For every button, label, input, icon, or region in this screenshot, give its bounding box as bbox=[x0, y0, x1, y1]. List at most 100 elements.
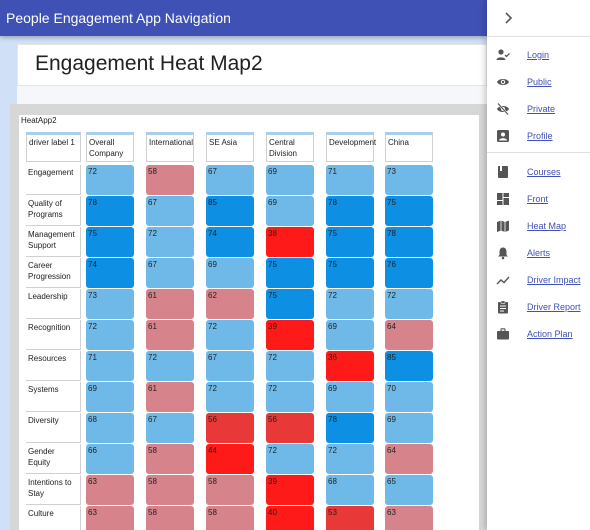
heatmap-cell[interactable]: 68 bbox=[326, 475, 374, 505]
heatmap-cell[interactable]: 72 bbox=[206, 320, 254, 350]
heatmap-cell[interactable]: 71 bbox=[326, 165, 374, 195]
heatmap-cell[interactable]: 72 bbox=[86, 165, 134, 195]
nav-item-login[interactable]: Login bbox=[487, 44, 590, 66]
heatmap-cell[interactable]: 78 bbox=[326, 413, 374, 443]
heatmap-cell[interactable]: 75 bbox=[326, 258, 374, 288]
heatmap-cell[interactable]: 72 bbox=[385, 289, 433, 319]
heatmap-cell[interactable]: 72 bbox=[326, 444, 374, 474]
chevron-right-icon[interactable] bbox=[501, 10, 515, 26]
heatmap-cell[interactable]: 36 bbox=[326, 351, 374, 381]
nav-item-label[interactable]: Alerts bbox=[527, 248, 551, 258]
heatmap-cell[interactable]: 62 bbox=[206, 289, 254, 319]
heatmap-cell[interactable]: 66 bbox=[86, 444, 134, 474]
heatmap-cell[interactable]: 72 bbox=[326, 289, 374, 319]
briefcase-icon bbox=[496, 327, 510, 341]
heatmap-cell[interactable]: 69 bbox=[385, 413, 433, 443]
heatmap-cell[interactable]: 56 bbox=[206, 413, 254, 443]
heatmap-cell[interactable]: 38 bbox=[266, 227, 314, 257]
nav-item-label[interactable]: Driver Impact bbox=[527, 275, 581, 285]
heatmap-cell[interactable]: 63 bbox=[385, 506, 433, 530]
nav-item-public[interactable]: Public bbox=[487, 71, 590, 93]
heatmap-cell[interactable]: 72 bbox=[206, 382, 254, 412]
heatmap-cell[interactable]: 78 bbox=[385, 227, 433, 257]
heatmap-cell[interactable]: 69 bbox=[326, 320, 374, 350]
heatmap-cell[interactable]: 85 bbox=[385, 351, 433, 381]
heatmap-cell[interactable]: 61 bbox=[146, 320, 194, 350]
heatmap-cell[interactable]: 72 bbox=[146, 227, 194, 257]
heatmap-cell[interactable]: 63 bbox=[86, 475, 134, 505]
nav-item-label[interactable]: Driver Report bbox=[527, 302, 581, 312]
nav-item-profile[interactable]: Profile bbox=[487, 125, 590, 147]
heatmap-cell[interactable]: 71 bbox=[86, 351, 134, 381]
heatmap-cell[interactable]: 67 bbox=[146, 258, 194, 288]
nav-item-label[interactable]: Public bbox=[527, 77, 552, 87]
heatmap-cell[interactable]: 67 bbox=[146, 413, 194, 443]
heatmap-cell[interactable]: 58 bbox=[146, 165, 194, 195]
heatmap-cell[interactable]: 75 bbox=[266, 258, 314, 288]
heatmap-cell[interactable]: 85 bbox=[206, 196, 254, 226]
heatmap-cell[interactable]: 75 bbox=[326, 227, 374, 257]
nav-item-front[interactable]: Front bbox=[487, 188, 590, 210]
heatmap-cell[interactable]: 72 bbox=[266, 444, 314, 474]
nav-item-label[interactable]: Courses bbox=[527, 167, 561, 177]
nav-item-courses[interactable]: Courses bbox=[487, 161, 590, 183]
heatmap-cell[interactable]: 61 bbox=[146, 382, 194, 412]
heatmap-cell[interactable]: 76 bbox=[385, 258, 433, 288]
heatmap-cell[interactable]: 58 bbox=[146, 444, 194, 474]
heatmap-cell[interactable]: 73 bbox=[385, 165, 433, 195]
heatmap-cell[interactable]: 72 bbox=[86, 320, 134, 350]
heatmap-cell[interactable]: 58 bbox=[206, 475, 254, 505]
nav-item-driver-report[interactable]: Driver Report bbox=[487, 296, 590, 318]
heatmap-cell[interactable]: 70 bbox=[385, 382, 433, 412]
heatmap-cell[interactable]: 75 bbox=[385, 196, 433, 226]
row-label: Quality of Programs bbox=[26, 196, 81, 226]
nav-item-alerts[interactable]: Alerts bbox=[487, 242, 590, 264]
heatmap-cell[interactable]: 78 bbox=[326, 196, 374, 226]
heatmap-cell[interactable]: 67 bbox=[146, 196, 194, 226]
nav-item-action-plan[interactable]: Action Plan bbox=[487, 323, 590, 345]
nav-item-driver-impact[interactable]: Driver Impact bbox=[487, 269, 590, 291]
heatmap-cell[interactable]: 69 bbox=[206, 258, 254, 288]
heatmap-cell[interactable]: 68 bbox=[86, 413, 134, 443]
heatmap-cell[interactable]: 72 bbox=[266, 351, 314, 381]
heatmap-cell[interactable]: 64 bbox=[385, 320, 433, 350]
heatmap-cell[interactable]: 69 bbox=[266, 196, 314, 226]
nav-item-label[interactable]: Front bbox=[527, 194, 549, 204]
eye-off-icon bbox=[496, 102, 510, 116]
heatmap-cell[interactable]: 56 bbox=[266, 413, 314, 443]
nav-item-heat-map[interactable]: Heat Map bbox=[487, 215, 590, 237]
heatmap-cell[interactable]: 72 bbox=[146, 351, 194, 381]
heatmap-cell[interactable]: 64 bbox=[385, 444, 433, 474]
header-corner-label: driver label 1 bbox=[26, 132, 81, 162]
nav-item-label[interactable]: Profile bbox=[527, 131, 553, 141]
heatmap-cell[interactable]: 75 bbox=[266, 289, 314, 319]
heatmap-cell[interactable]: 39 bbox=[266, 475, 314, 505]
nav-item-label[interactable]: Private bbox=[527, 104, 556, 114]
heatmap-cell[interactable]: 74 bbox=[86, 258, 134, 288]
heatmap-cell[interactable]: 61 bbox=[146, 289, 194, 319]
heatmap-cell[interactable]: 69 bbox=[326, 382, 374, 412]
heatmap-cell[interactable]: 69 bbox=[266, 165, 314, 195]
nav-item-label[interactable]: Heat Map bbox=[527, 221, 567, 231]
heatmap-cell[interactable]: 58 bbox=[206, 506, 254, 530]
heatmap-cell[interactable]: 67 bbox=[206, 351, 254, 381]
heatmap-cell[interactable]: 53 bbox=[326, 506, 374, 530]
heatmap-cell[interactable]: 58 bbox=[146, 506, 194, 530]
heatmap-cell[interactable]: 65 bbox=[385, 475, 433, 505]
heatmap-cell[interactable]: 72 bbox=[266, 382, 314, 412]
heatmap-cell[interactable]: 63 bbox=[86, 506, 134, 530]
heatmap-cell[interactable]: 74 bbox=[206, 227, 254, 257]
heatmap-cell[interactable]: 40 bbox=[266, 506, 314, 530]
heatmap-cell[interactable]: 44 bbox=[206, 444, 254, 474]
nav-item-label[interactable]: Action Plan bbox=[527, 329, 573, 339]
heatmap-cell[interactable]: 73 bbox=[86, 289, 134, 319]
nav-item-private[interactable]: Private bbox=[487, 98, 590, 120]
heatmap-cell[interactable]: 58 bbox=[146, 475, 194, 505]
heatmap-cell[interactable]: 39 bbox=[266, 320, 314, 350]
person-check-icon bbox=[496, 48, 510, 62]
heatmap-cell[interactable]: 75 bbox=[86, 227, 134, 257]
heatmap-cell[interactable]: 69 bbox=[86, 382, 134, 412]
heatmap-cell[interactable]: 78 bbox=[86, 196, 134, 226]
heatmap-cell[interactable]: 67 bbox=[206, 165, 254, 195]
nav-item-label[interactable]: Login bbox=[527, 50, 550, 60]
